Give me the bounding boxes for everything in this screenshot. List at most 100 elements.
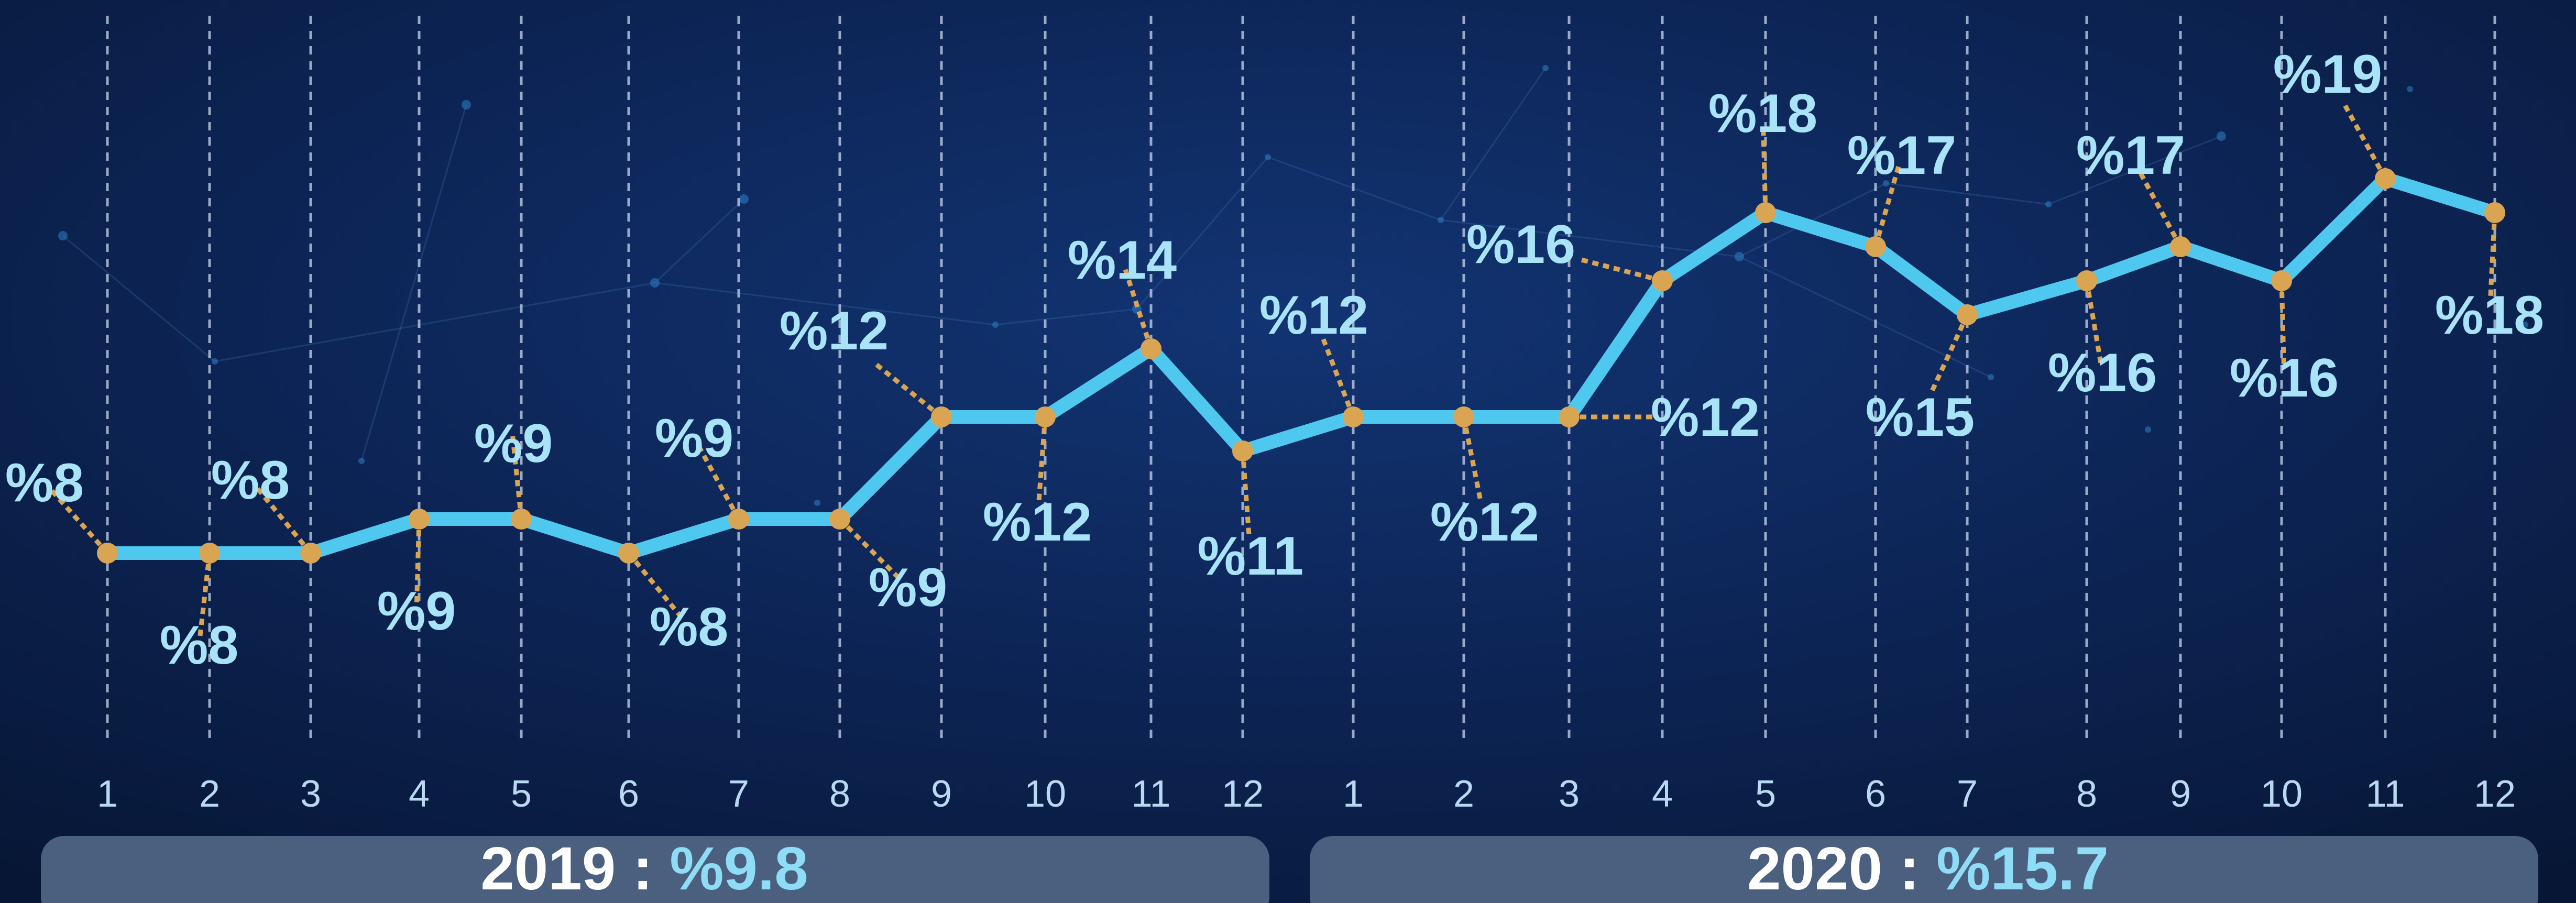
leader-line (510, 434, 524, 520)
data-label: %8 (650, 597, 728, 657)
data-point (2076, 270, 2097, 291)
decor-dot (1542, 65, 1549, 71)
x-tick-label: 5 (1755, 773, 1776, 815)
footer-2020: 2020 : %15.7 (1310, 834, 2538, 903)
x-tick-label: 8 (829, 773, 850, 815)
x-tick-label: 1 (1343, 773, 1364, 815)
x-tick-label: 10 (1024, 773, 1066, 815)
decor-dot (1883, 180, 1889, 186)
data-label: %15 (1866, 387, 1975, 448)
leader-line (2279, 280, 2286, 366)
decor-dot (1438, 217, 1444, 223)
x-tick-label: 2 (199, 773, 220, 815)
data-point (1343, 406, 1364, 427)
footer-2019-text: 2019 : %9.8 (480, 834, 808, 902)
decor-dot (650, 278, 660, 288)
decor-dot (2522, 322, 2528, 328)
data-label: %12 (983, 492, 1092, 553)
leader-line (1461, 416, 1483, 501)
data-point (1559, 406, 1580, 427)
x-tick-label: 3 (1559, 773, 1580, 815)
leader-line (696, 444, 741, 521)
x-tick-label: 11 (1132, 773, 1171, 815)
decor-dot (1988, 374, 1994, 380)
leader-line (874, 362, 943, 419)
decor-link (654, 198, 745, 284)
data-label: %14 (1068, 230, 1177, 291)
x-tick-label: 9 (2170, 773, 2191, 815)
decor-link (2048, 135, 2222, 205)
decor-dot (358, 458, 365, 464)
x-tick-label: 7 (1957, 773, 1978, 815)
data-label: %12 (1651, 387, 1760, 448)
data-point (409, 509, 430, 530)
decor-link (1739, 182, 1887, 258)
footer-2019-separator: : (616, 834, 670, 902)
x-tick-label: 6 (1865, 773, 1886, 815)
data-point (2375, 168, 2396, 189)
decor-dot (2217, 131, 2226, 141)
footer-2020-text: 2020 : %15.7 (1747, 834, 2109, 902)
data-label: %17 (2076, 125, 2185, 186)
data-label: %16 (2230, 348, 2339, 409)
data-point (1141, 338, 1161, 359)
data-label: %16 (2048, 343, 2157, 403)
leader-line (1320, 337, 1356, 418)
decor-dot (739, 194, 749, 204)
data-point (511, 509, 532, 530)
leader-line (255, 486, 313, 555)
decor-dot (1265, 154, 1271, 160)
footer-bar-2019 (41, 836, 1269, 903)
data-point (931, 406, 952, 427)
footer-2020-year: 2020 (1747, 834, 1882, 902)
leader-line (1761, 128, 1768, 213)
x-tick-label: 4 (1652, 773, 1673, 815)
data-point (1453, 406, 1474, 427)
leader-line (49, 488, 109, 555)
leader-line (2084, 280, 2103, 365)
decor-link (1136, 157, 1269, 310)
data-label: %9 (474, 413, 553, 474)
data-label: %8 (160, 615, 238, 676)
x-tick-label: 8 (2076, 773, 2097, 815)
decor-link (995, 308, 1137, 326)
x-tick-label: 5 (511, 773, 532, 815)
data-label: %9 (655, 408, 733, 469)
leader-line (198, 553, 212, 637)
x-tick-label: 1 (97, 773, 118, 815)
label-leader-lines (49, 103, 2497, 637)
data-label: %11 (1198, 526, 1303, 587)
data-point (1232, 441, 1253, 461)
decor-dot (212, 358, 218, 365)
data-label: %19 (2273, 44, 2382, 105)
leader-line (2137, 171, 2183, 248)
decor-dot (2407, 86, 2413, 92)
decor-link (1440, 219, 1740, 258)
data-point (300, 543, 321, 564)
footer-2020-separator: : (1882, 834, 1936, 902)
decor-dot (992, 322, 999, 328)
series-line (101, 172, 2502, 560)
data-point (1865, 236, 1886, 257)
leader-line (627, 552, 684, 620)
data-label: %18 (1708, 83, 1817, 144)
x-tick-label: 12 (1222, 773, 1264, 815)
x-tick-labels: 1 2 3 4 5 6 7 8 9 10 11 12 1 2 3 4 5 6 7 8 9 10 11 12 (97, 773, 2516, 815)
data-point (97, 543, 118, 564)
x-tick-label: 7 (728, 773, 749, 815)
footer-2019-year: 2019 (480, 834, 616, 902)
decor-dot (58, 231, 68, 240)
x-tick-label: 6 (618, 773, 639, 815)
data-label: %12 (1259, 285, 1368, 346)
footer-bar-2020 (1310, 836, 2538, 903)
data-labels: %8 %8 %8 %9 %9 %8 %9 %9 %12 %12 %14 %11 %12 %12 %12 %16… (5, 44, 2544, 676)
leader-line (1036, 416, 1048, 502)
data-label: %17 (1847, 125, 1956, 186)
footer-2019: 2019 : %9.8 (41, 834, 1269, 903)
decor-link (1440, 68, 1547, 221)
data-label: %8 (5, 453, 84, 513)
decor-link (360, 104, 467, 461)
data-point (2484, 202, 2505, 223)
data-label: %8 (211, 450, 290, 511)
leader-line (1580, 257, 1663, 283)
